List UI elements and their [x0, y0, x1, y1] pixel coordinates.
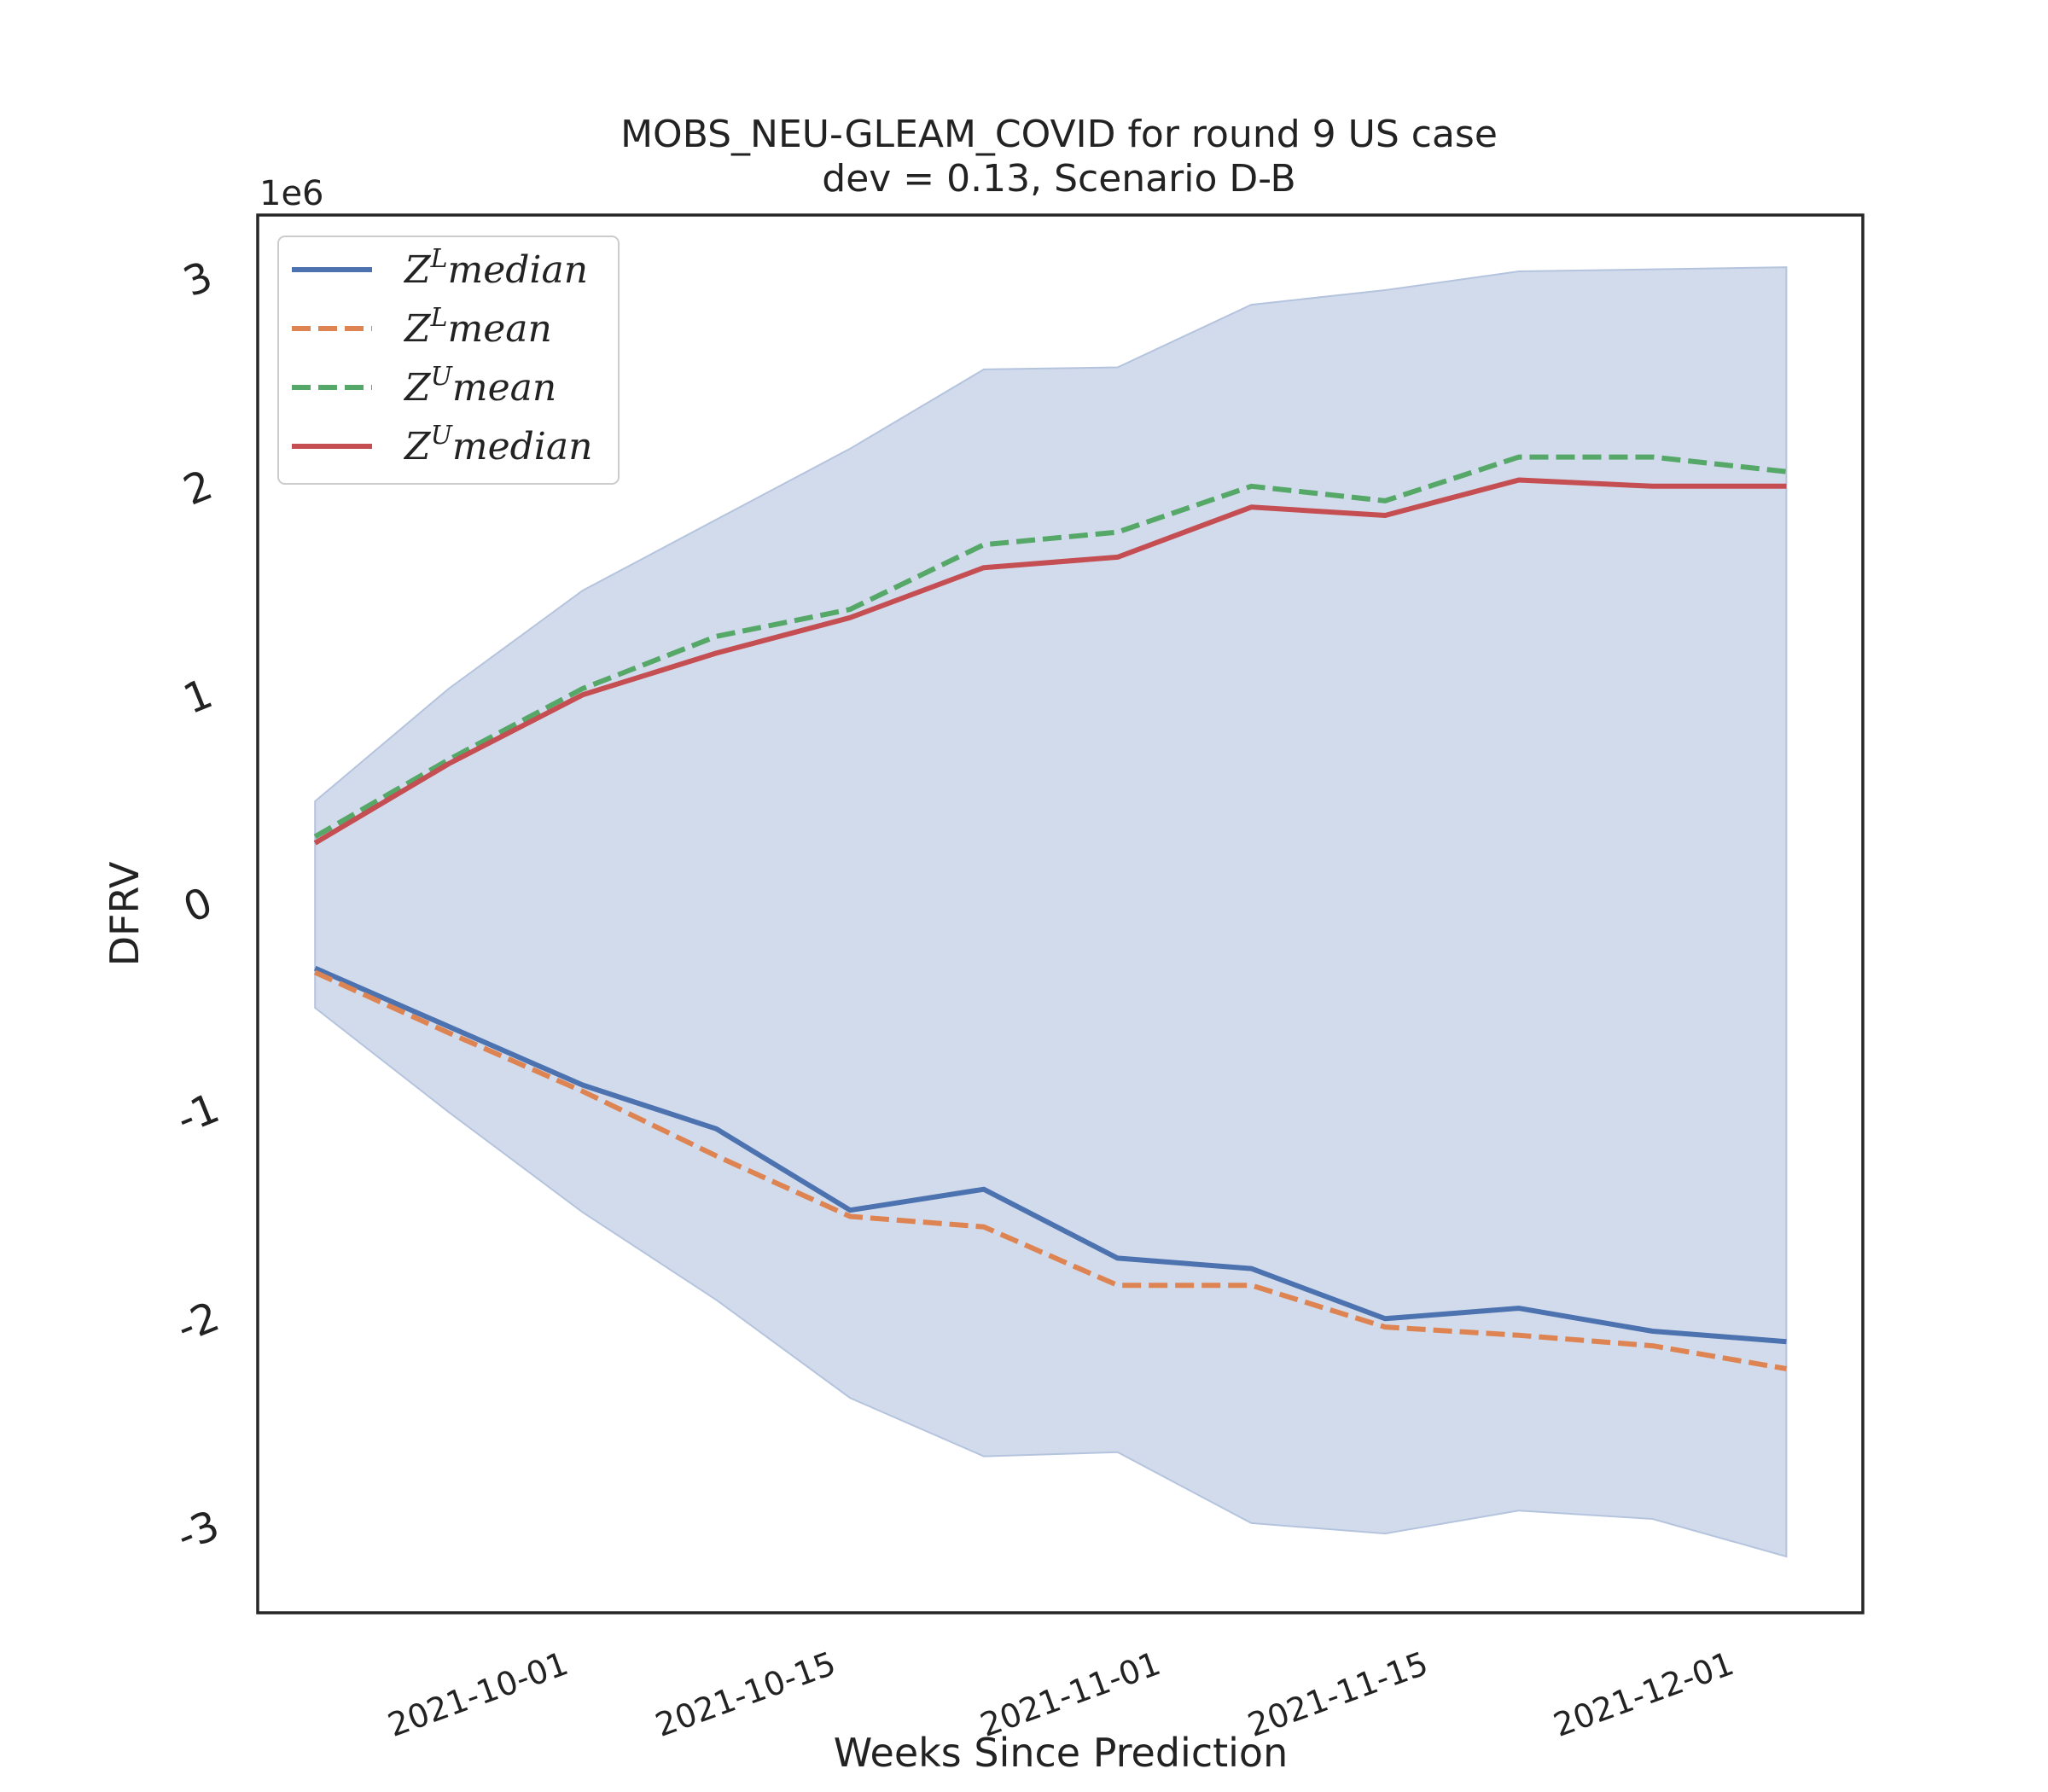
chart-title: MOBS_NEU-GLEAM_COVID for round 9 US case — [620, 113, 1498, 156]
legend-label-1: ZLmean — [403, 303, 552, 351]
uncertainty-band-layer — [314, 266, 1788, 1558]
x-tick-label: 2021-10-15 — [650, 1644, 841, 1744]
series-line-2 — [313, 454, 1787, 840]
series-line-0 — [313, 965, 1787, 1345]
y-tick-label: 2 — [177, 461, 218, 515]
x-tick-label: 2021-10-01 — [383, 1644, 573, 1744]
legend-label-2: ZUmean — [403, 362, 556, 410]
legend-label-3: ZUmedian — [403, 421, 592, 468]
legend-box — [277, 236, 620, 485]
y-tick-label: 1 — [177, 670, 218, 724]
x-tick-label: 2021-12-01 — [1549, 1644, 1739, 1744]
y-tick-label: -1 — [170, 1085, 225, 1144]
legend-label-0: ZLmedian — [403, 244, 588, 292]
y-tick-label: -3 — [170, 1501, 225, 1561]
plot-frame — [256, 213, 1865, 1615]
y-tick-labels: 3 2 1 0 -1 -2 -3 — [170, 253, 225, 1562]
series-layer — [313, 454, 1787, 1371]
series-line-1 — [313, 969, 1787, 1371]
y-tick-label: -2 — [170, 1293, 225, 1353]
y-axis-label: DFRV — [102, 861, 148, 966]
y-tick-label: 0 — [177, 878, 218, 932]
x-axis-label: Weeks Since Prediction — [834, 1730, 1288, 1776]
uncertainty-band — [314, 266, 1788, 1558]
y-tick-label: 3 — [177, 253, 218, 306]
y-offset-label: 1e6 — [259, 174, 324, 213]
series-line-3 — [313, 477, 1787, 846]
legend: ZLmedian ZLmean ZUmean ZUmedian — [277, 236, 620, 485]
chart-subtitle: dev = 0.13, Scenario D-B — [822, 157, 1295, 201]
